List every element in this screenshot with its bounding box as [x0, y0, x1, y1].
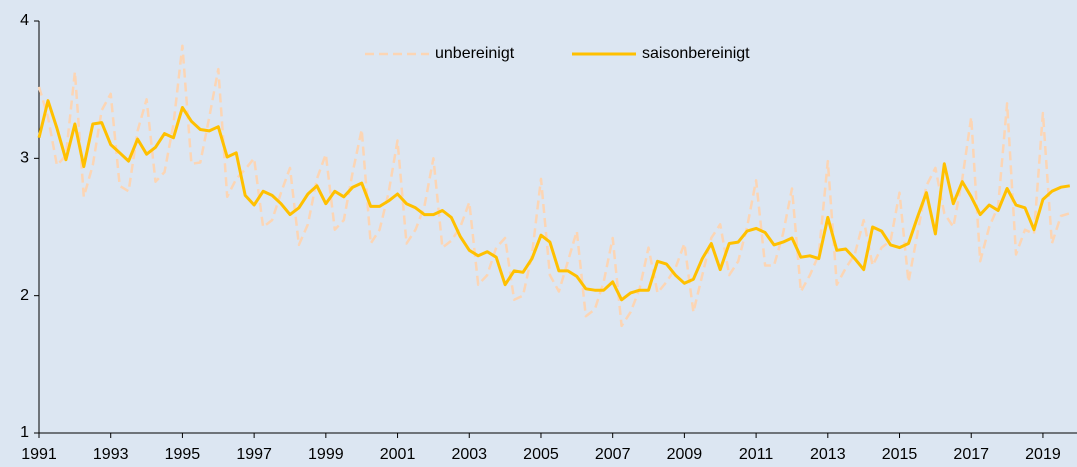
x-tick-label: 2013	[810, 446, 846, 463]
y-tick-label: 2	[20, 287, 29, 304]
x-tick-label: 2017	[953, 446, 989, 463]
x-tick-label: 2001	[380, 446, 416, 463]
y-tick-label: 3	[20, 150, 29, 167]
legend-label: unbereinigt	[435, 45, 515, 62]
x-tick-label: 1999	[308, 446, 344, 463]
y-tick-label: 1	[20, 424, 29, 441]
legend-label: saisonbereinigt	[642, 45, 750, 62]
x-tick-label: 1995	[165, 446, 201, 463]
x-tick-label: 1997	[236, 446, 272, 463]
x-tick-label: 2015	[882, 446, 918, 463]
x-tick-label: 2009	[667, 446, 703, 463]
x-tick-label: 2003	[451, 446, 487, 463]
line-series	[37, 44, 1071, 328]
x-tick-label: 2007	[595, 446, 631, 463]
x-tick-label: 1991	[21, 446, 57, 463]
x-tick-label: 2011	[739, 446, 774, 463]
x-tick-label: 1993	[93, 446, 129, 463]
x-tick-label: 2005	[523, 446, 559, 463]
y-tick-label: 4	[20, 12, 29, 29]
x-tick-label: 2019	[1025, 446, 1061, 463]
line-series	[37, 99, 1071, 302]
